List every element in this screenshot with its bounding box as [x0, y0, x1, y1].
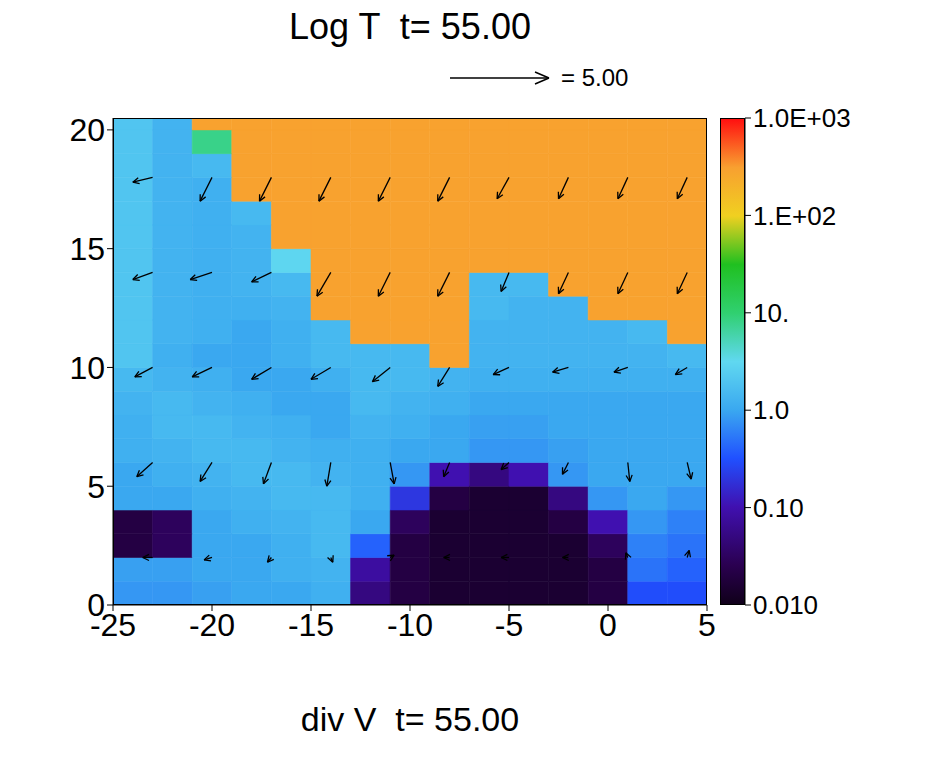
- svg-text:-20: -20: [189, 607, 235, 643]
- svg-text:20: 20: [69, 112, 105, 148]
- html-text:div V t= 55.00: div V t= 55.00: [300, 700, 520, 738]
- svg-text:-25: -25: [89, 606, 137, 643]
- svg-text:10: 10: [69, 350, 105, 386]
- svg-text:= 5.00: = 5.00: [561, 64, 628, 91]
- svg-text:0.10: 0.10: [753, 493, 804, 523]
- svg-text:0: 0: [87, 587, 105, 623]
- svg-text:5: 5: [87, 469, 105, 505]
- svg-text:1.E+02: 1.E+02: [753, 201, 836, 231]
- svg-text:0: 0: [599, 607, 617, 643]
- svg-text:1.0: 1.0: [753, 395, 789, 425]
- svg-text:1.0E+03: 1.0E+03: [753, 103, 851, 133]
- svg-text:-10: -10: [387, 607, 433, 643]
- svg-text:-15: -15: [288, 607, 334, 643]
- svg-text:15: 15: [69, 231, 105, 267]
- html-text:Log T t= 55.00: Log T t= 55.00: [289, 6, 531, 47]
- svg-text:5: 5: [698, 607, 716, 643]
- svg-text:0.010: 0.010: [753, 590, 818, 620]
- svg-text:10.: 10.: [753, 298, 789, 328]
- svg-text:-5: -5: [495, 607, 523, 643]
